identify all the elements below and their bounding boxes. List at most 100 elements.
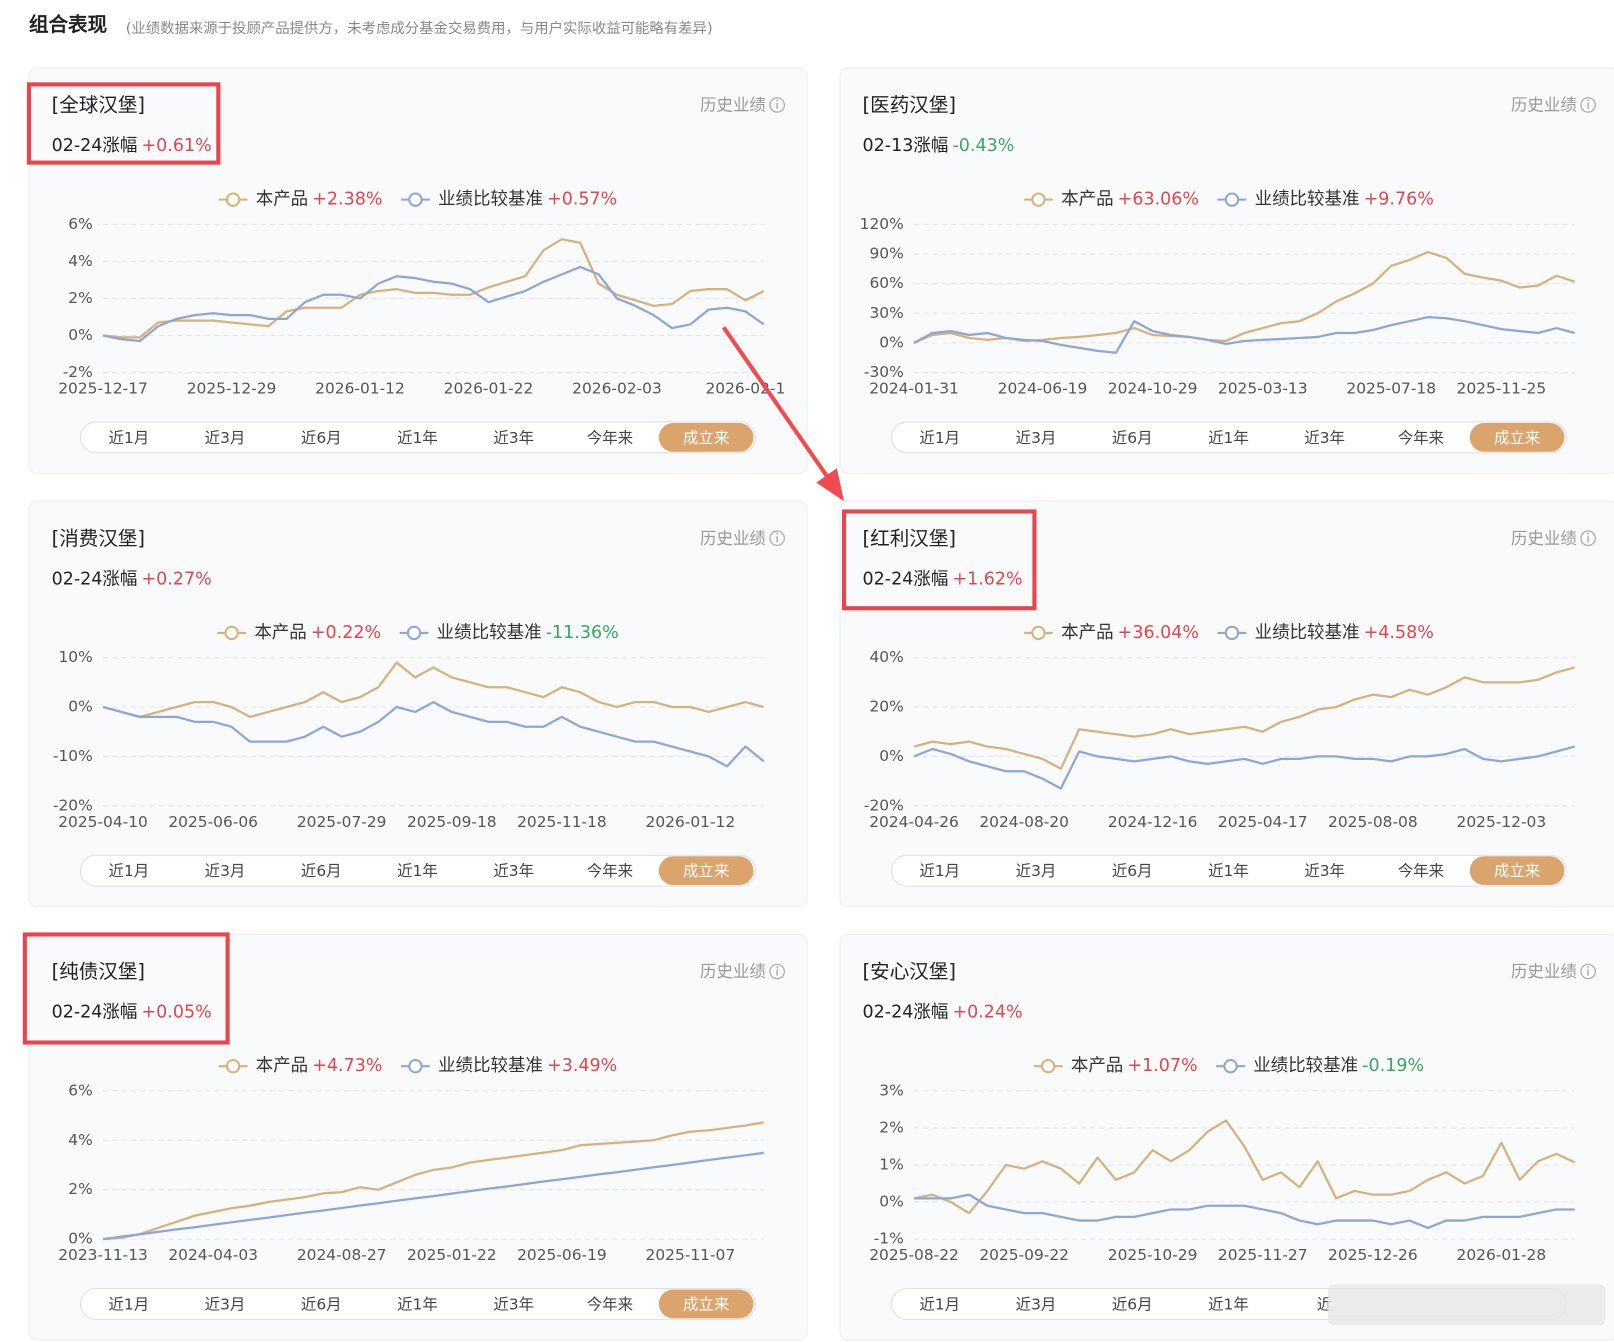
range-button[interactable]: 近3月 xyxy=(205,862,246,880)
legend: 本产品 +0.22% 业绩比较基准 -11.36% xyxy=(217,623,619,643)
y-tick-label: -1% xyxy=(874,1230,904,1248)
info-icon-dot xyxy=(1587,532,1590,535)
legend-value: +4.73% xyxy=(312,1056,382,1076)
x-tick-label: 2024-10-29 xyxy=(1108,380,1198,398)
legend-name: 业绩比较基准 xyxy=(438,190,543,210)
change-label: 02-24涨幅 xyxy=(863,569,949,589)
range-button[interactable]: 近3年 xyxy=(493,1295,534,1313)
x-tick-label: 2024-01-31 xyxy=(869,380,959,398)
x-tick-label: 2024-08-20 xyxy=(979,813,1069,831)
annotations xyxy=(22,82,1606,1326)
y-tick-label: 6% xyxy=(68,215,92,233)
range-button[interactable]: 成立来 xyxy=(683,429,729,447)
legend-marker xyxy=(408,1058,423,1074)
range-button[interactable]: 近6月 xyxy=(301,862,342,880)
range-button[interactable]: 近1月 xyxy=(919,429,960,447)
legend-entry: 业绩比较基准 +9.76% xyxy=(1255,190,1434,210)
series-line xyxy=(913,316,1576,354)
legend-value: +1.07% xyxy=(1127,1056,1197,1076)
legend-entry: 本产品 +2.38% xyxy=(256,190,383,210)
range-button[interactable]: 近6月 xyxy=(301,1295,342,1313)
range-button[interactable]: 近3年 xyxy=(1304,862,1345,880)
range-active xyxy=(658,422,754,452)
legend-value: +36.04% xyxy=(1118,623,1199,643)
y-tick-label: 10% xyxy=(58,648,92,666)
range-button[interactable]: 今年来 xyxy=(1398,862,1444,880)
y-tick-label: -2% xyxy=(63,363,93,381)
range-button[interactable]: 近1月 xyxy=(108,862,149,880)
range-button[interactable]: 近3月 xyxy=(205,1295,246,1313)
change-value: +0.27% xyxy=(142,569,212,589)
series-line xyxy=(913,1119,1576,1215)
range-button[interactable]: 近3月 xyxy=(1016,429,1057,447)
legend: 本产品 +63.06% 业绩比较基准 +9.76% xyxy=(1024,190,1434,210)
range-button[interactable]: 近1月 xyxy=(919,1295,960,1313)
history-link[interactable]: 历史业绩 xyxy=(700,96,766,115)
range-button[interactable]: 近3月 xyxy=(1016,862,1057,880)
y-tick-label: -20% xyxy=(864,796,904,814)
series-line xyxy=(102,700,765,768)
y-tick-label: 30% xyxy=(869,304,903,322)
range-button[interactable]: 成立来 xyxy=(1494,862,1540,880)
x-tick-label: 2026-01-12 xyxy=(646,813,736,831)
panel-title: [红利汉堡] xyxy=(863,527,956,550)
y-tick-label: 2% xyxy=(68,1180,92,1198)
range-button[interactable]: 近6月 xyxy=(1112,1295,1153,1313)
x-tick-label: 2025-04-10 xyxy=(58,813,148,831)
x-tick-label: 2025-06-06 xyxy=(168,813,258,831)
range-button[interactable]: 近6月 xyxy=(1112,862,1153,880)
range-button[interactable]: 近6月 xyxy=(1112,429,1153,447)
x-tick-label: 2025-06-19 xyxy=(517,1246,607,1264)
legend-entry: 业绩比较基准 -11.36% xyxy=(437,623,619,643)
legend-marker xyxy=(224,625,239,641)
range-button[interactable]: 近1年 xyxy=(397,862,438,880)
range-button[interactable]: 近1年 xyxy=(397,429,438,447)
range-button[interactable]: 近1年 xyxy=(397,1295,438,1313)
range-button[interactable]: 今年来 xyxy=(587,1295,633,1313)
range-button[interactable]: 近1月 xyxy=(919,862,960,880)
series-line xyxy=(913,666,1576,770)
legend-marker xyxy=(225,192,241,207)
y-tick-label: -10% xyxy=(53,747,93,765)
range-button[interactable]: 近3年 xyxy=(493,862,534,880)
range-button[interactable]: 近1年 xyxy=(1208,429,1249,447)
range-button[interactable]: 近1年 xyxy=(1208,1295,1249,1313)
range-active xyxy=(658,1289,754,1319)
range-button[interactable]: 近3月 xyxy=(205,429,246,447)
x-tick-label: 2026-02-03 xyxy=(572,380,662,398)
range-button[interactable]: 今年来 xyxy=(587,862,633,880)
legend-entry: 本产品 +0.22% xyxy=(254,623,381,643)
legend-value: +4.58% xyxy=(1364,623,1434,643)
legend-marker xyxy=(1040,1058,1056,1074)
panel-bg xyxy=(839,67,1614,474)
history-link[interactable]: 历史业绩 xyxy=(700,529,766,548)
range-button[interactable]: 近1月 xyxy=(108,1295,149,1313)
history-link[interactable]: 历史业绩 xyxy=(1511,962,1577,981)
legend-marker xyxy=(1224,192,1240,207)
legend-name: 业绩比较基准 xyxy=(1253,1056,1358,1076)
range-button[interactable]: 成立来 xyxy=(683,862,729,880)
range-button[interactable]: 近3月 xyxy=(1016,1295,1057,1313)
range-button[interactable]: 近1年 xyxy=(1208,862,1249,880)
series-line xyxy=(102,1151,764,1241)
panel-bg xyxy=(28,933,808,1341)
range-button[interactable]: 今年来 xyxy=(587,429,633,447)
y-tick-label: 40% xyxy=(869,648,903,666)
range-button[interactable]: 近3年 xyxy=(493,429,534,447)
x-tick-label: 2025-12-03 xyxy=(1457,813,1547,831)
change-line: 02-24涨幅 +1.62% xyxy=(863,569,1023,589)
y-tick-label: -30% xyxy=(864,363,904,381)
range-button[interactable]: 成立来 xyxy=(1494,429,1540,447)
history-link[interactable]: 历史业绩 xyxy=(1511,96,1577,115)
history-link[interactable]: 历史业绩 xyxy=(700,962,766,981)
range-button[interactable]: 近1月 xyxy=(108,429,149,447)
range-button[interactable]: 近3年 xyxy=(1304,429,1345,447)
history-link[interactable]: 历史业绩 xyxy=(1511,529,1577,548)
section-title: 组合表现 xyxy=(29,13,108,36)
range-button[interactable]: 成立来 xyxy=(683,1295,729,1313)
range-button[interactable]: 今年来 xyxy=(1398,429,1444,447)
info-icon xyxy=(1580,97,1596,113)
range-button[interactable]: 近6月 xyxy=(301,429,342,447)
highlight-box xyxy=(22,932,230,1045)
